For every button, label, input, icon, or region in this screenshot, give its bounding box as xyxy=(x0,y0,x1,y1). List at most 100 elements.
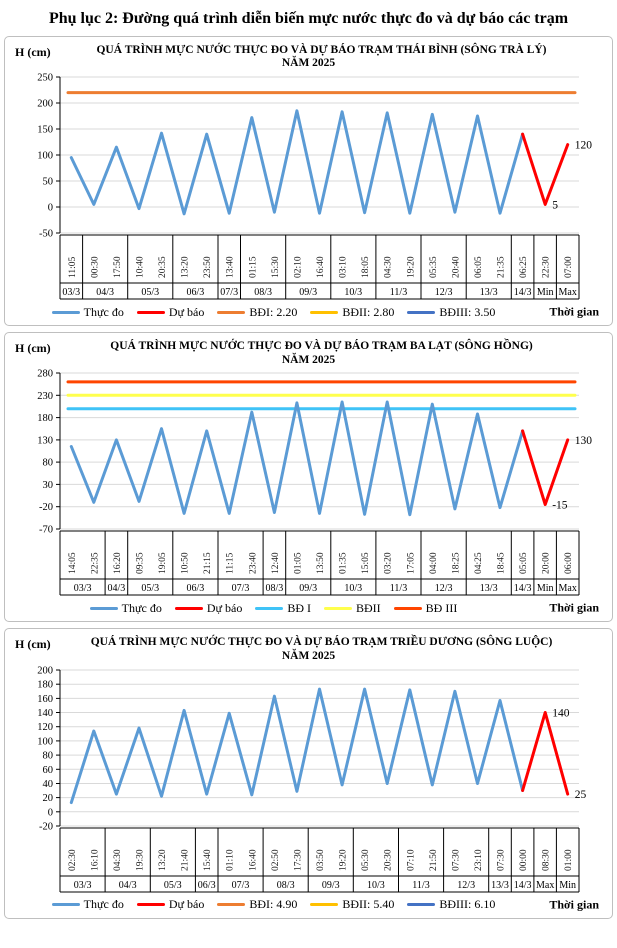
x-time-label: 19:30 xyxy=(136,849,146,871)
legend-label: BĐI: 4.90 xyxy=(249,897,298,912)
chart-legend: Thực đo Dự báo BĐ I BĐII BĐ III Thời gian xyxy=(6,597,611,619)
y-tick-label: 180 xyxy=(37,679,53,690)
legend-item: BĐII: 5.40 xyxy=(310,897,394,912)
x-date-label: 07/3 xyxy=(232,583,250,594)
x-date-label: 14/3 xyxy=(514,583,532,594)
chart-legend: Thực đo Dự báo BĐI: 2.20 BĐII: 2.80 BĐIII: 3… xyxy=(6,301,611,323)
x-date-label: 12/3 xyxy=(457,880,475,891)
y-tick-label: -20 xyxy=(39,821,53,832)
forecast-series-line xyxy=(521,710,570,796)
data-label: -15 xyxy=(552,500,568,512)
legend-items: Thực đo Dự báo BĐI: 4.90 BĐII: 5.40 BĐIII: 6… xyxy=(51,897,495,912)
legend-items: Thực đo Dự báo BĐ I BĐII BĐ III xyxy=(89,600,458,616)
legend-label: Thực đo xyxy=(83,304,124,319)
chart-plot-area: 250 200 150 100 50 0 -50 5 120 11:05 00:30 17:50 10:… xyxy=(37,73,593,300)
x-date-label: 08/3 xyxy=(254,287,272,298)
chart-subtitle: NĂM 2025 xyxy=(281,57,336,70)
y-axis-unit-label: H (cm) xyxy=(15,637,51,652)
x-time-label: 22:30 xyxy=(542,256,552,278)
x-time-label: 03:10 xyxy=(339,256,349,278)
y-axis-unit-label: H (cm) xyxy=(15,341,51,356)
legend-swatch xyxy=(217,310,246,314)
x-time-label: 20:30 xyxy=(384,849,394,871)
x-date-label: 03/3 xyxy=(74,880,92,891)
legend-item: Thực đo xyxy=(89,601,162,616)
x-time-label: 15:30 xyxy=(271,256,281,278)
x-time-label: 00:30 xyxy=(90,256,100,278)
x-date-label: 14/3 xyxy=(514,880,532,891)
x-time-label: 01:05 xyxy=(293,552,303,574)
forecast-series-line xyxy=(521,132,570,207)
y-tick-label: -70 xyxy=(39,525,53,536)
x-date-label: 09/3 xyxy=(299,287,317,298)
legend-label: BĐI: 2.20 xyxy=(249,304,298,319)
legend-label: BĐIII: 6.10 xyxy=(439,897,496,912)
y-tick-label: 60 xyxy=(43,764,54,775)
data-label: 25 xyxy=(575,789,587,801)
x-date-label: Min xyxy=(559,880,576,891)
legend-item: Thực đo xyxy=(51,304,124,320)
legend-item: BĐII: 2.80 xyxy=(310,305,394,320)
x-time-label: 02:10 xyxy=(293,256,303,278)
x-date-label: 08/3 xyxy=(277,880,295,891)
y-tick-label: 20 xyxy=(43,793,54,804)
y-tick-label: 130 xyxy=(37,436,53,447)
x-time-label: 06:05 xyxy=(474,256,484,278)
x-time-label: 17:05 xyxy=(406,552,416,574)
legend-item: BĐIII: 6.10 xyxy=(407,897,495,912)
x-time-label: 15:40 xyxy=(203,849,213,871)
legend-swatch xyxy=(217,903,246,907)
x-date-label: 09/3 xyxy=(322,880,340,891)
y-tick-label: 80 xyxy=(43,458,54,469)
x-date-label: 10/3 xyxy=(344,583,362,594)
legend-label: BĐ III xyxy=(425,600,458,615)
x-time-label: 16:20 xyxy=(113,552,123,574)
y-tick-label: 100 xyxy=(37,736,53,747)
x-time-label: 00:00 xyxy=(519,849,529,871)
x-time-label: 22:35 xyxy=(90,552,100,574)
y-tick-label: 30 xyxy=(43,480,54,491)
x-date-label: 11/3 xyxy=(412,880,429,891)
chart-title: QUÁ TRÌNH MỰC NƯỚC THỰC ĐO VÀ DỰ BÁO TRẠ… xyxy=(96,44,547,56)
x-time-label: 13:50 xyxy=(316,552,326,574)
legend-swatch xyxy=(136,310,165,314)
x-time-label: 05:05 xyxy=(519,552,529,574)
y-tick-label: -20 xyxy=(39,503,53,514)
x-time-label: 23:40 xyxy=(248,552,258,574)
x-time-label: 11:15 xyxy=(226,553,236,575)
data-label: 140 xyxy=(552,707,570,719)
x-time-label: 03:50 xyxy=(316,849,326,871)
x-time-label: 11:05 xyxy=(68,257,78,279)
legend-item: BĐ III xyxy=(393,600,458,616)
x-date-label: 05/3 xyxy=(141,287,159,298)
x-time-label: 04:25 xyxy=(474,552,484,574)
data-label: 120 xyxy=(575,140,593,152)
x-time-label: 01:35 xyxy=(339,552,349,574)
x-date-label: 13/3 xyxy=(491,880,509,891)
x-time-label: 23:10 xyxy=(474,849,484,871)
y-tick-label: 0 xyxy=(48,203,53,214)
x-time-label: 14:05 xyxy=(68,552,78,574)
x-time-label: 01:00 xyxy=(564,849,574,871)
legend-swatch xyxy=(407,310,436,314)
y-tick-label: 100 xyxy=(37,151,53,162)
page-title: Phụ lục 2: Đường quá trình diễn biến mực… xyxy=(48,10,569,27)
x-time-label: 20:40 xyxy=(451,256,461,278)
y-tick-label: 280 xyxy=(37,369,53,380)
y-tick-label: 200 xyxy=(37,665,53,676)
x-time-label: 20:00 xyxy=(542,552,552,574)
x-time-label: 21:50 xyxy=(429,849,439,871)
x-date-label: 14/3 xyxy=(514,287,532,298)
forecast-series-line xyxy=(521,429,570,507)
x-time-label: 12:40 xyxy=(271,552,281,574)
chart-legend: Thực đo Dự báo BĐI: 4.90 BĐII: 5.40 BĐIII: 6… xyxy=(6,894,611,916)
x-time-label: 16:40 xyxy=(316,256,326,278)
chart-panel-thai-binh: H (cm) QUÁ TRÌNH MỰC NƯỚC THỰC ĐO VÀ DỰ … xyxy=(4,36,613,327)
legend-item: Dự báo xyxy=(174,601,242,616)
x-time-label: 09:35 xyxy=(136,552,146,574)
x-date-label: 04/3 xyxy=(96,287,114,298)
x-date-label: 07/3 xyxy=(220,287,238,298)
x-time-label: 07:10 xyxy=(406,849,416,871)
x-date-label: 12/3 xyxy=(435,287,453,298)
x-time-label: 13:20 xyxy=(158,849,168,871)
